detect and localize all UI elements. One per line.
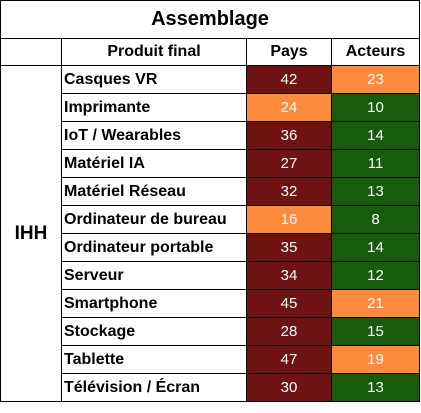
table-row: IHH Casques VR 42 23 [0,65,421,402]
chart-title: Assemblage [0,0,421,39]
acteurs-value-cell: 14 [330,233,421,262]
pays-value-cell: 30 [246,373,332,402]
table-row: Matériel Réseau 32 13 [1,177,421,206]
pays-value-cell: 45 [246,289,332,318]
product-cell: Matériel Réseau [61,177,247,206]
acteurs-value-cell: 19 [330,345,421,374]
product-cell: Casques VR [61,65,247,94]
table-row: Ordinateur de bureau 16 8 [1,205,421,234]
product-cell: Matériel IA [61,149,247,178]
product-cell: Ordinateur de bureau [61,205,247,234]
pays-value-cell: 35 [246,233,332,262]
table-row: Serveur 34 12 [1,261,421,290]
acteurs-value-cell: 13 [330,373,421,402]
acteurs-value-cell: 15 [330,317,421,346]
table-row: Télévision / Écran 30 13 [1,373,421,402]
pays-value-cell: 36 [246,121,332,150]
table-row: Ordinateur portable 35 14 [1,233,421,262]
acteurs-value-cell: 12 [330,261,421,290]
product-cell: Smartphone [61,289,247,318]
pays-value-cell: 24 [246,93,332,122]
acteurs-value-cell: 21 [330,289,421,318]
product-cell: Stockage [61,317,247,346]
acteurs-value-cell: 10 [330,93,421,122]
column-header-product: Produit final [61,38,247,66]
pays-value-cell: 34 [246,261,332,290]
product-cell: Serveur [61,261,247,290]
table-row: Tablette 47 19 [1,345,421,374]
table-body: IHH Casques VR 42 23 Imprimante 24 10 IoT / Wea… [0,65,421,402]
table-row: Smartphone 45 21 [1,289,421,318]
pays-value-cell: 32 [246,177,332,206]
product-cell: IoT / Wearables [61,121,247,150]
pays-value-cell: 16 [246,205,332,234]
product-cell: Télévision / Écran [61,373,247,402]
corner-cell [0,38,62,66]
table-row: Imprimante 24 10 [1,93,421,122]
pays-value-cell: 42 [246,65,332,94]
pays-value-cell: 27 [246,149,332,178]
hhi-table: Assemblage Produit final Pays Acteurs IH… [0,0,421,402]
acteurs-value-cell: 23 [330,65,421,94]
product-cell: Imprimante [61,93,247,122]
pays-value-cell: 47 [246,345,332,374]
table-row: Stockage 28 15 [1,317,421,346]
acteurs-value-cell: 14 [330,121,421,150]
product-cell: Tablette [61,345,247,374]
row-group-label: IHH [0,65,62,402]
product-cell: Ordinateur portable [61,233,247,262]
acteurs-value-cell: 13 [330,177,421,206]
table-row: Matériel IA 27 11 [1,149,421,178]
column-header-acteurs: Acteurs [330,38,421,66]
acteurs-value-cell: 8 [330,205,421,234]
column-header-pays: Pays [246,38,332,66]
acteurs-value-cell: 11 [330,149,421,178]
pays-value-cell: 28 [246,317,332,346]
table-row: IoT / Wearables 36 14 [1,121,421,150]
